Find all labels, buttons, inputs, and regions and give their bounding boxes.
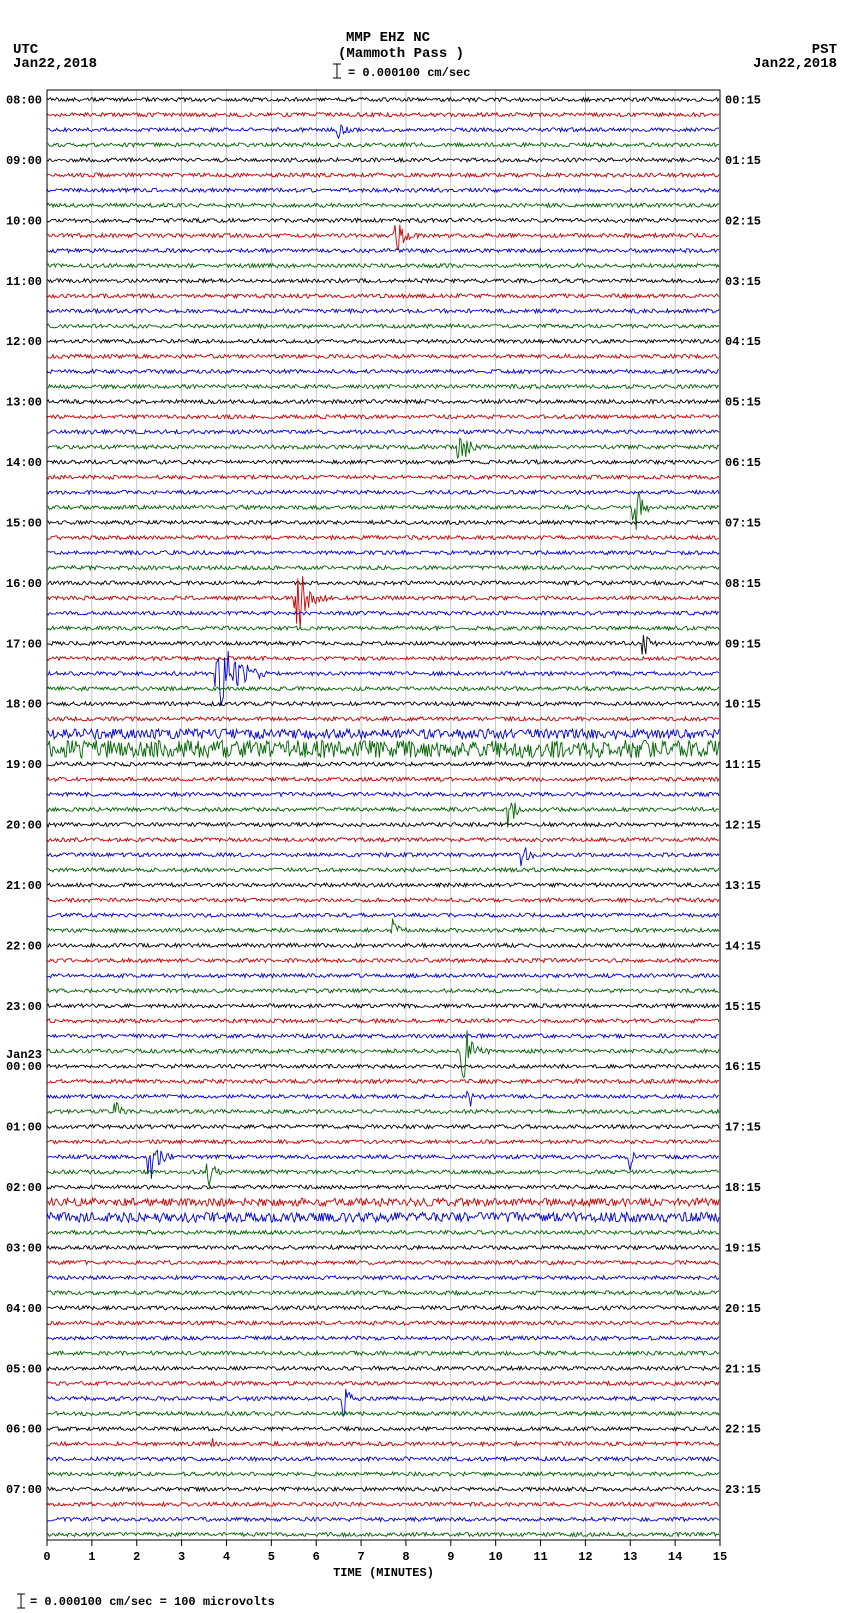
svg-text:19:15: 19:15	[725, 1241, 761, 1255]
svg-text:4: 4	[223, 1550, 230, 1564]
svg-text:2: 2	[133, 1550, 140, 1564]
svg-text:19:00: 19:00	[6, 758, 42, 772]
svg-text:10:00: 10:00	[6, 214, 42, 228]
svg-text:09:00: 09:00	[6, 154, 42, 168]
svg-text:13: 13	[623, 1550, 637, 1564]
svg-text:08:00: 08:00	[6, 94, 42, 108]
svg-text:21:00: 21:00	[6, 879, 42, 893]
svg-text:20:00: 20:00	[6, 819, 42, 833]
svg-text:1: 1	[88, 1550, 95, 1564]
svg-text:15:00: 15:00	[6, 516, 42, 530]
svg-text:01:15: 01:15	[725, 154, 761, 168]
svg-text:14: 14	[668, 1550, 682, 1564]
svg-text:14:15: 14:15	[725, 939, 761, 953]
svg-text:16:15: 16:15	[725, 1060, 761, 1074]
svg-text:23:00: 23:00	[6, 1000, 42, 1014]
svg-text:6: 6	[313, 1550, 320, 1564]
svg-text:08:15: 08:15	[725, 577, 761, 591]
svg-text:06:15: 06:15	[725, 456, 761, 470]
svg-text:03:00: 03:00	[6, 1241, 42, 1255]
svg-text:05:15: 05:15	[725, 396, 761, 410]
svg-text:09:15: 09:15	[725, 637, 761, 651]
svg-text:02:00: 02:00	[6, 1181, 42, 1195]
svg-text:9: 9	[447, 1550, 454, 1564]
svg-text:02:15: 02:15	[725, 214, 761, 228]
svg-text:00:15: 00:15	[725, 94, 761, 108]
svg-text:07:00: 07:00	[6, 1483, 42, 1497]
seismogram-plot: 0123456789101112131415TIME (MINUTES)08:0…	[0, 0, 850, 1613]
svg-text:3: 3	[178, 1550, 185, 1564]
svg-text:13:15: 13:15	[725, 879, 761, 893]
svg-text:22:00: 22:00	[6, 939, 42, 953]
svg-text:11: 11	[533, 1550, 547, 1564]
svg-text:5: 5	[268, 1550, 275, 1564]
svg-text:17:00: 17:00	[6, 637, 42, 651]
svg-text:03:15: 03:15	[725, 275, 761, 289]
svg-text:05:00: 05:00	[6, 1362, 42, 1376]
svg-text:8: 8	[402, 1550, 409, 1564]
svg-text:14:00: 14:00	[6, 456, 42, 470]
footer-label: = 0.000100 cm/sec = 100 microvolts	[30, 1595, 275, 1609]
svg-text:06:00: 06:00	[6, 1423, 42, 1437]
svg-text:12: 12	[578, 1550, 592, 1564]
svg-text:TIME (MINUTES): TIME (MINUTES)	[333, 1566, 434, 1580]
svg-text:22:15: 22:15	[725, 1423, 761, 1437]
svg-text:12:00: 12:00	[6, 335, 42, 349]
svg-text:13:00: 13:00	[6, 396, 42, 410]
svg-text:20:15: 20:15	[725, 1302, 761, 1316]
svg-text:00:00: 00:00	[6, 1060, 42, 1074]
svg-text:15: 15	[713, 1550, 727, 1564]
svg-text:15:15: 15:15	[725, 1000, 761, 1014]
svg-text:12:15: 12:15	[725, 819, 761, 833]
svg-text:11:00: 11:00	[6, 275, 42, 289]
svg-text:04:15: 04:15	[725, 335, 761, 349]
footer-scale-icon	[12, 1592, 30, 1610]
svg-text:0: 0	[43, 1550, 50, 1564]
svg-text:18:00: 18:00	[6, 698, 42, 712]
svg-text:10: 10	[488, 1550, 502, 1564]
svg-text:07:15: 07:15	[725, 516, 761, 530]
svg-text:17:15: 17:15	[725, 1121, 761, 1135]
svg-text:7: 7	[357, 1550, 364, 1564]
svg-text:04:00: 04:00	[6, 1302, 42, 1316]
svg-text:10:15: 10:15	[725, 698, 761, 712]
svg-text:23:15: 23:15	[725, 1483, 761, 1497]
svg-text:11:15: 11:15	[725, 758, 761, 772]
svg-text:01:00: 01:00	[6, 1121, 42, 1135]
svg-text:16:00: 16:00	[6, 577, 42, 591]
svg-text:21:15: 21:15	[725, 1362, 761, 1376]
svg-text:18:15: 18:15	[725, 1181, 761, 1195]
